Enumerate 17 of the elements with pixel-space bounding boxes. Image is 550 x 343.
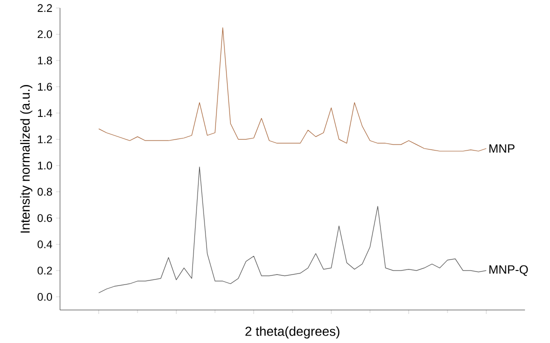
y-tick-label: 2.0: [38, 30, 52, 38]
y-tick-label: 1.2: [38, 135, 52, 144]
line-series: [98, 166, 487, 294]
y-tick-label: 0.0: [38, 292, 52, 301]
y-tick-label: 2.2: [38, 4, 52, 12]
y-tick-label: 0.4: [38, 240, 52, 248]
y-tick-label: 0.8: [38, 188, 52, 196]
y-tick-label: 1.8: [38, 56, 52, 64]
y-tick-label: 0.2: [38, 266, 52, 274]
y-tick-label: 0.6: [38, 214, 52, 222]
y-tick-label: 1.0: [38, 162, 52, 170]
series-label: MNP: [489, 144, 514, 153]
y-axis-title: Intensity normalized (a.u.): [20, 85, 32, 233]
series-label: MNP-Q: [489, 265, 528, 276]
y-tick-label: 1.6: [38, 82, 52, 91]
x-axis-title: 2 theta(degrees): [245, 326, 340, 338]
y-tick-label: 1.4: [38, 109, 52, 117]
